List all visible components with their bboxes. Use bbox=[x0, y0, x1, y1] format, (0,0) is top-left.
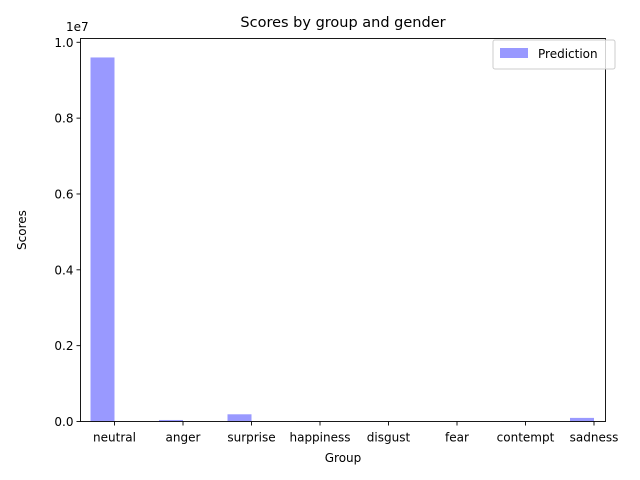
y-tick-label: 0.8 bbox=[54, 112, 73, 126]
bar-surprise bbox=[227, 414, 252, 422]
y-tick-label: 1.0 bbox=[54, 36, 73, 50]
x-tick-label-neutral: neutral bbox=[93, 431, 136, 445]
y-tick-label: 0.2 bbox=[54, 339, 73, 353]
x-tick-label-surprise: surprise bbox=[227, 431, 275, 445]
x-axis-label: Group bbox=[325, 451, 362, 465]
chart-title: Scores by group and gender bbox=[240, 15, 445, 31]
bar-neutral bbox=[90, 57, 115, 422]
legend-box bbox=[492, 39, 616, 70]
x-tick-label-sadness: sadness bbox=[570, 431, 619, 445]
y-tick-label: 0.6 bbox=[54, 187, 73, 201]
legend-label-prediction: Prediction bbox=[538, 47, 598, 61]
legend-swatch-prediction bbox=[500, 48, 528, 58]
bars-group bbox=[90, 57, 594, 422]
y-axis-label: Scores bbox=[15, 210, 29, 250]
x-tick-label-disgust: disgust bbox=[367, 431, 411, 445]
bar-anger bbox=[159, 419, 183, 422]
x-tick-label-anger: anger bbox=[166, 431, 201, 445]
y-axis-ticks: 0.0 0.2 0.4 0.6 0.8 1.0 bbox=[54, 36, 81, 429]
y-axis-offset-text: 1e7 bbox=[66, 20, 89, 34]
bar-sadness bbox=[570, 417, 594, 422]
y-tick-label: 0.4 bbox=[54, 263, 73, 277]
legend: Prediction bbox=[492, 39, 616, 70]
x-axis-ticks: neutral anger surprise happiness disgust fear… bbox=[93, 421, 619, 445]
y-tick-label: 0.0 bbox=[54, 415, 73, 429]
x-tick-label-happiness: happiness bbox=[289, 431, 350, 445]
x-tick-label-fear: fear bbox=[445, 431, 469, 445]
x-tick-label-contempt: contempt bbox=[497, 431, 555, 445]
plot-area-frame bbox=[80, 38, 606, 422]
